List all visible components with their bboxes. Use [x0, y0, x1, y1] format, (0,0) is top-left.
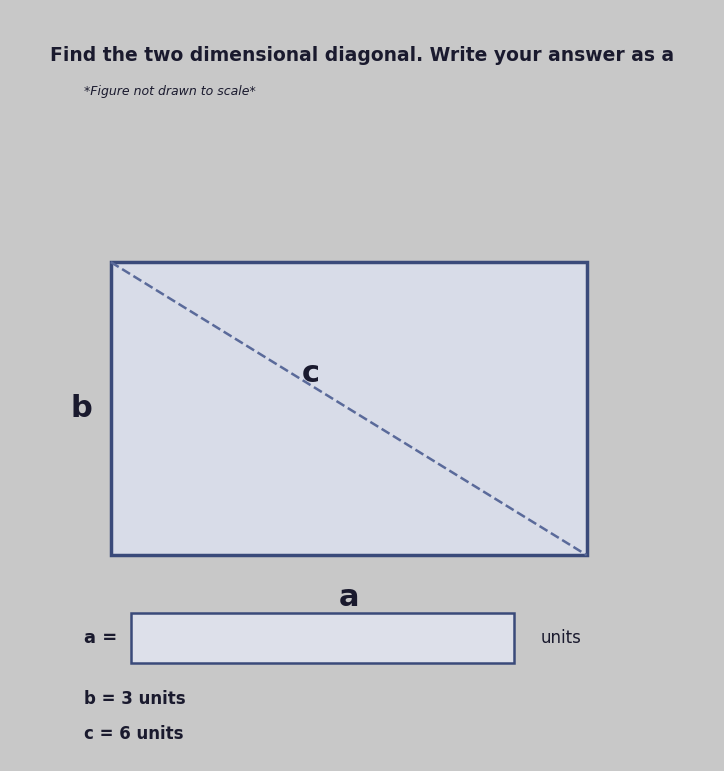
Text: c = 6 units: c = 6 units: [85, 725, 184, 742]
Text: Find the two dimensional diagonal. Write your answer as a: Find the two dimensional diagonal. Write…: [50, 46, 674, 66]
Text: *Figure not drawn to scale*: *Figure not drawn to scale*: [85, 85, 256, 98]
Text: c: c: [302, 359, 320, 388]
FancyBboxPatch shape: [111, 262, 586, 555]
Text: a: a: [339, 583, 359, 612]
FancyBboxPatch shape: [130, 613, 514, 663]
Text: b = 3 units: b = 3 units: [85, 690, 186, 708]
Text: a =: a =: [85, 629, 117, 647]
Text: b: b: [70, 394, 92, 423]
Text: units: units: [540, 629, 581, 647]
